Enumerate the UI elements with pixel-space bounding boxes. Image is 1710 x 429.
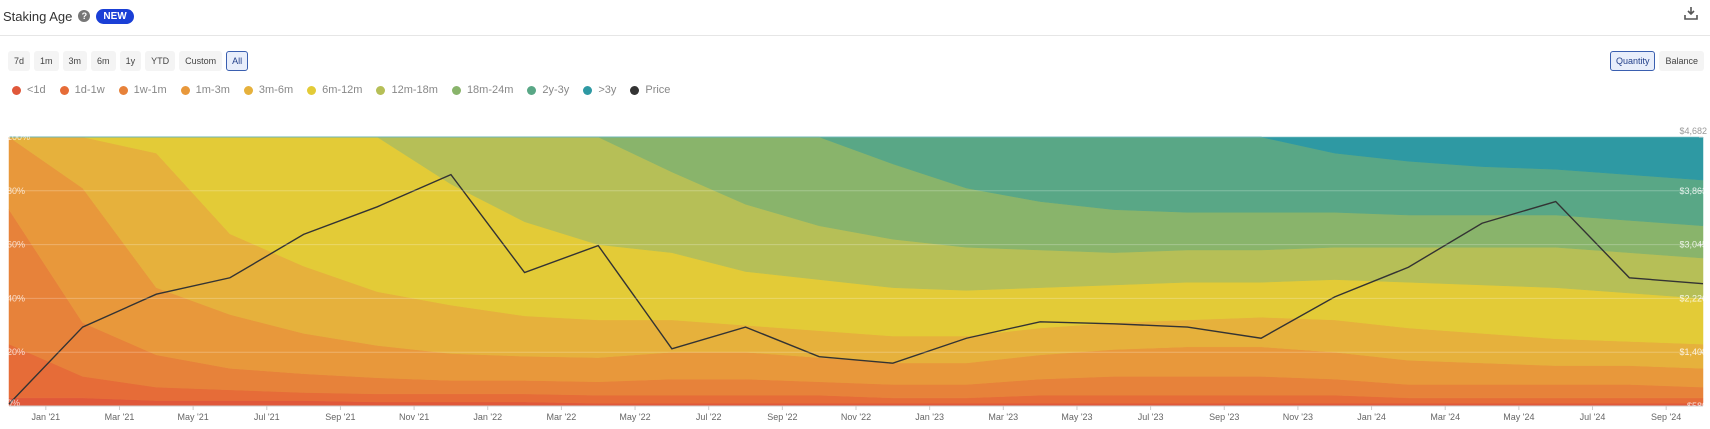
x-tick-label: Jul '24 (1580, 412, 1606, 422)
legend-label: >3y (598, 84, 617, 96)
badge: NEW (96, 8, 134, 24)
legend-swatch (59, 85, 69, 95)
range-button[interactable]: Custom (179, 51, 223, 71)
range-button[interactable]: 1y (119, 51, 142, 71)
x-tick-label: May '22 (619, 412, 650, 422)
y2-tick-label: $4,682 (1679, 126, 1707, 136)
legend-swatch (451, 85, 461, 95)
legend-swatch (630, 85, 640, 95)
y-tick-label: 40% (7, 293, 25, 303)
legend-swatch (307, 85, 317, 95)
y-tick-label: 20% (7, 347, 25, 357)
legend-label: 6m-12m (322, 84, 363, 96)
legend-item[interactable]: >3y (583, 84, 616, 96)
y2-tick-label: $3,045 (1679, 240, 1707, 250)
view-button[interactable]: Balance (1659, 51, 1704, 71)
range-button[interactable]: 1m (34, 51, 59, 71)
divider (0, 35, 1710, 36)
legend-item[interactable]: 3m-6m (243, 84, 294, 96)
y-tick-label: 80% (7, 186, 25, 196)
range-button[interactable]: 6m (91, 51, 116, 71)
legend-item[interactable]: 1w-1m (118, 84, 167, 96)
legend-swatch (527, 85, 537, 95)
x-tick-label: May '23 (1061, 412, 1092, 422)
range-button[interactable]: 3m (62, 51, 88, 71)
range-button[interactable]: All (226, 51, 249, 71)
x-tick-label: Jul '23 (1138, 412, 1164, 422)
x-tick-label: Sep '23 (1209, 412, 1239, 422)
legend-swatch (376, 85, 386, 95)
legend-item[interactable]: 6m-12m (307, 84, 362, 96)
x-tick-label: Jan '22 (473, 412, 502, 422)
x-tick-label: Jul '22 (696, 412, 722, 422)
x-tick-label: Mar '22 (547, 412, 577, 422)
header: Staking Age ? NEW (3, 6, 134, 26)
legend: <1d 1d-1w 1w-1m 1m-3m 3m-6m 6m-12m 12m-18m 18m-… (12, 84, 670, 96)
legend-swatch (118, 85, 128, 95)
legend-item[interactable]: 1d-1w (59, 84, 105, 96)
range-button[interactable]: 7d (8, 51, 31, 71)
title: Staking Age (3, 8, 73, 24)
y2-tick-label: $2,226 (1679, 293, 1707, 303)
x-tick-label: Sep '24 (1651, 412, 1681, 422)
x-tick-label: Mar '23 (988, 412, 1018, 422)
x-tick-label: May '24 (1503, 412, 1534, 422)
legend-item[interactable]: 1m-3m (180, 84, 230, 96)
x-tick-label: Nov '23 (1283, 412, 1313, 422)
legend-label: 1m-3m (195, 84, 230, 96)
legend-swatch (583, 85, 593, 95)
x-tick-label: Mar '21 (105, 412, 135, 422)
view-buttons: Quantity Balance (1609, 51, 1704, 71)
x-tick-label: Jan '21 (31, 412, 60, 422)
legend-swatch (243, 85, 253, 95)
x-tick-label: Sep '22 (767, 412, 797, 422)
x-tick-label: Nov '21 (399, 412, 429, 422)
legend-label: <1d (27, 84, 46, 96)
y-tick-label: 100% (7, 132, 30, 142)
x-tick-label: May '21 (178, 412, 209, 422)
x-tick-label: Jan '23 (915, 412, 944, 422)
legend-swatch (180, 85, 190, 95)
y-tick-label: 0% (7, 398, 20, 408)
legend-label: 1w-1m (133, 84, 167, 96)
legend-swatch (12, 85, 21, 95)
x-tick-label: Jan '24 (1357, 412, 1386, 422)
legend-label: Price (645, 84, 671, 96)
legend-label: 1d-1w (74, 84, 105, 96)
area (9, 136, 1704, 181)
range-buttons: 7d 1m 3m 6m 1y YTD Custom All (8, 51, 249, 71)
legend-item[interactable]: 18m-24m (451, 84, 514, 96)
x-tick-label: Sep '21 (325, 412, 355, 422)
download-icon[interactable] (1684, 6, 1698, 20)
x-tick-label: Mar '24 (1430, 412, 1460, 422)
legend-item[interactable]: <1d (12, 84, 46, 96)
view-button[interactable]: Quantity (1609, 51, 1656, 71)
legend-item[interactable]: Price (630, 84, 670, 96)
legend-label: 18m-24m (466, 84, 514, 96)
y2-tick-label: $3,863 (1679, 186, 1707, 196)
range-button[interactable]: YTD (145, 51, 176, 71)
help-icon[interactable]: ? (78, 10, 91, 22)
legend-item[interactable]: 2y-3y (527, 84, 569, 96)
legend-label: 2y-3y (542, 84, 570, 96)
legend-label: 3m-6m (258, 84, 294, 96)
legend-item[interactable]: 12m-18m (376, 84, 438, 96)
x-tick-label: Nov '22 (841, 412, 871, 422)
y2-tick-label: $1,408 (1679, 347, 1707, 357)
x-tick-label: Jul '21 (254, 412, 280, 422)
y-tick-label: 60% (7, 240, 25, 250)
legend-label: 12m-18m (391, 84, 438, 96)
price-line (8, 173, 1704, 405)
